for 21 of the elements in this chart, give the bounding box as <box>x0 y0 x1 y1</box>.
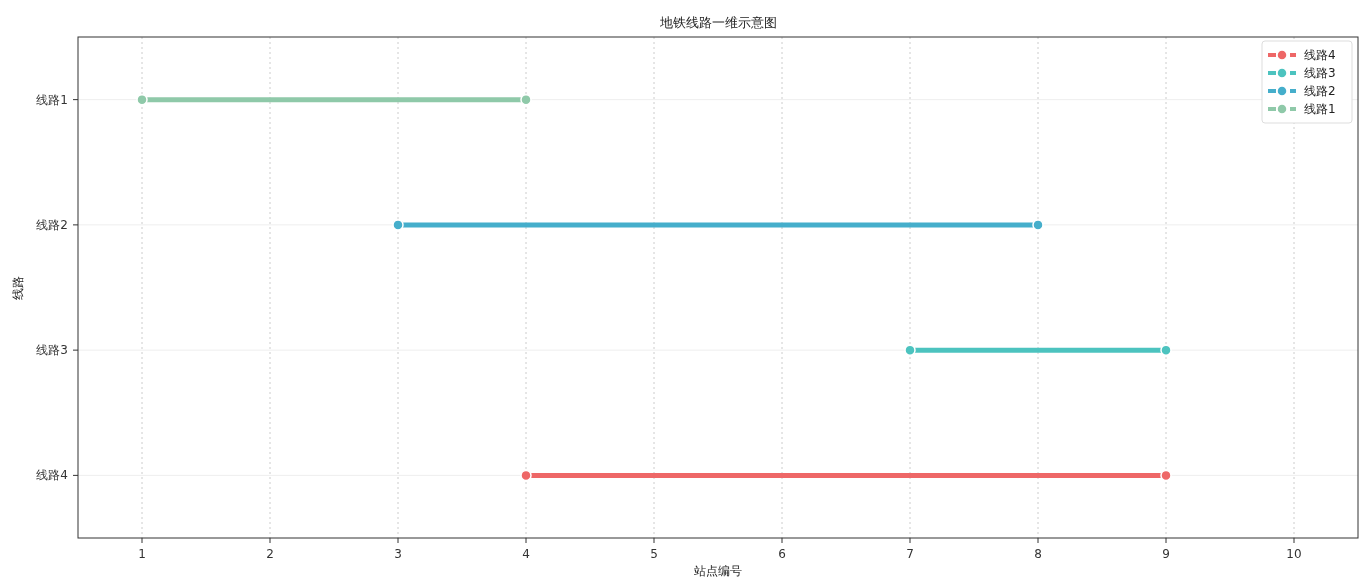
x-tick-label: 1 <box>138 547 146 561</box>
chart-title: 地铁线路一维示意图 <box>658 15 777 30</box>
legend-label: 线路4 <box>1304 48 1336 62</box>
y-tick-label: 线路2 <box>36 217 68 232</box>
x-tick-label: 7 <box>906 547 914 561</box>
y-tick-label: 线路4 <box>36 468 68 483</box>
y-tick-label: 线路1 <box>36 92 68 107</box>
legend-label: 线路2 <box>1304 84 1336 98</box>
legend-label: 线路3 <box>1304 66 1336 80</box>
x-tick-label: 10 <box>1286 547 1302 561</box>
x-axis-title: 站点编号 <box>694 564 742 578</box>
x-tick-label: 5 <box>650 547 658 561</box>
x-tick-label: 3 <box>394 547 402 561</box>
x-tick-label: 9 <box>1162 547 1170 561</box>
x-tick-label: 8 <box>1034 547 1042 561</box>
y-axis-title: 线路 <box>11 275 25 300</box>
y-tick-label: 线路3 <box>36 343 68 358</box>
x-tick-label: 4 <box>522 547 530 561</box>
legend-label: 线路1 <box>1304 102 1336 116</box>
x-tick-label: 6 <box>778 547 786 561</box>
x-tick-label: 2 <box>266 547 274 561</box>
